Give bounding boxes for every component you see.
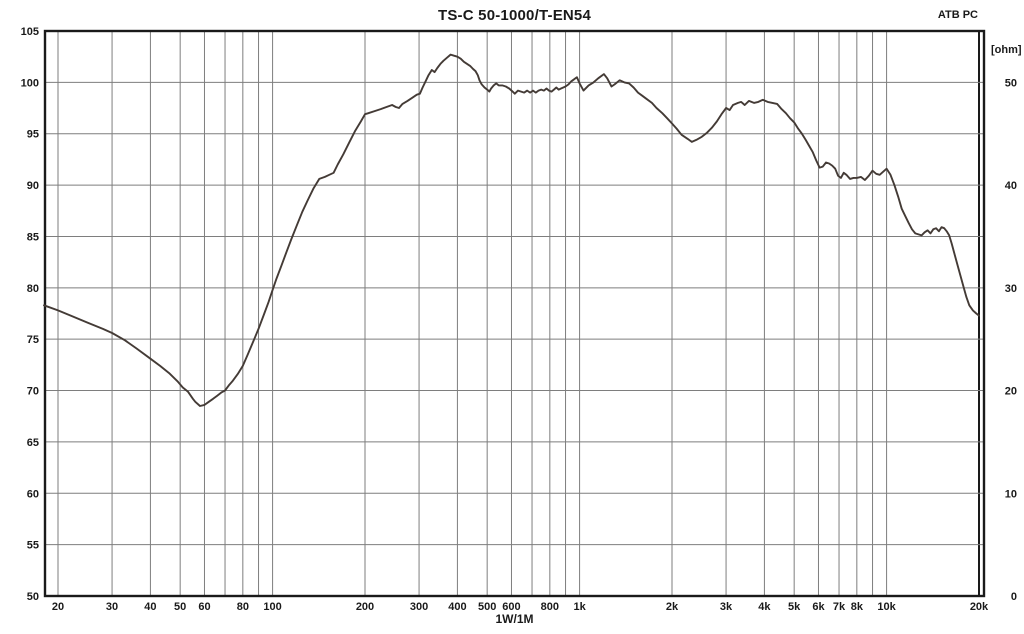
- x-tick-label: 100: [263, 601, 281, 613]
- y-left-tick-label: 85: [27, 231, 39, 243]
- x-tick-label: 80: [237, 601, 249, 613]
- plot-border: [43, 29, 986, 598]
- x-tick-label: 200: [356, 601, 374, 613]
- x-tick-label: 800: [541, 601, 559, 613]
- x-tick-label: 10k: [877, 601, 896, 613]
- spl-curve: [43, 53, 980, 407]
- y-right-tick-label: 0: [1011, 591, 1017, 603]
- y-left-tick-label: 70: [27, 386, 39, 398]
- x-tick-label: 5k: [788, 601, 801, 613]
- right-axis-unit-label: [ohm]: [991, 44, 1022, 56]
- x-tick-label: 7k: [833, 601, 846, 613]
- x-tick-label: 300: [410, 601, 428, 613]
- x-tick-label: 3k: [720, 601, 733, 613]
- y-right-tick-label: 40: [1005, 180, 1017, 192]
- y-left-tick-label: 60: [27, 488, 39, 500]
- x-tick-label: 2k: [666, 601, 679, 613]
- y-left-tick-label: 55: [27, 540, 39, 552]
- x-tick-label: 6k: [812, 601, 825, 613]
- x-tick-label: 500: [478, 601, 496, 613]
- x-tick-label: 20: [52, 601, 64, 613]
- y-left-tick-label: 65: [27, 437, 39, 449]
- x-tick-label: 8k: [851, 601, 864, 613]
- x-tick-label: 60: [198, 601, 210, 613]
- y-right-tick-label: 30: [1005, 283, 1017, 295]
- x-tick-label: 20k: [970, 601, 989, 613]
- x-tick-label: 600: [502, 601, 520, 613]
- atb-pc-watermark: ATB PC: [937, 9, 978, 21]
- y-left-tick-label: 80: [27, 283, 39, 295]
- y-right-tick-label: 10: [1005, 488, 1017, 500]
- y-right-tick-label: 20: [1005, 386, 1017, 398]
- x-tick-label: 40: [144, 601, 156, 613]
- x-axis-caption: 1W/1M: [495, 612, 534, 626]
- chart-title: TS-C 50-1000/T-EN54: [437, 7, 592, 24]
- y-left-tick-label: 95: [27, 129, 39, 141]
- y-left-tick-label: 100: [21, 77, 39, 89]
- y-left-tick-label: 90: [27, 180, 39, 192]
- y-left-tick-label: 50: [27, 591, 39, 603]
- y-left-tick-label: 105: [21, 26, 39, 38]
- x-tick-label: 400: [448, 601, 466, 613]
- x-tick-label: 1k: [573, 601, 586, 613]
- y-right-tick-label: 50: [1005, 77, 1017, 89]
- x-tick-label: 4k: [758, 601, 771, 613]
- x-tick-label: 50: [174, 601, 186, 613]
- y-left-tick-label: 75: [27, 334, 39, 346]
- x-tick-label: 30: [106, 601, 118, 613]
